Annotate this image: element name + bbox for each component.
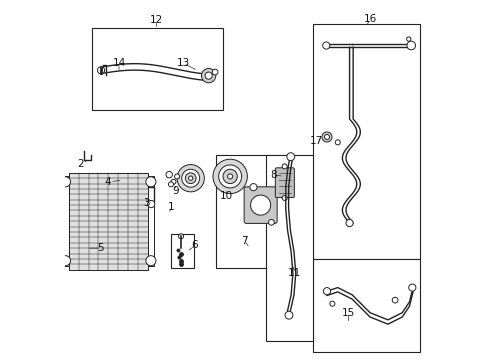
Text: 7: 7 <box>241 236 247 246</box>
Text: 15: 15 <box>341 308 354 318</box>
Bar <box>312 24 419 259</box>
Circle shape <box>322 42 329 49</box>
Text: 9: 9 <box>172 186 179 196</box>
Circle shape <box>346 220 352 226</box>
Text: 8: 8 <box>269 170 276 180</box>
Text: 12: 12 <box>150 15 163 26</box>
Circle shape <box>188 176 192 180</box>
Circle shape <box>321 132 331 142</box>
Circle shape <box>204 72 212 79</box>
Circle shape <box>406 41 415 50</box>
Circle shape <box>165 171 172 178</box>
Circle shape <box>324 134 329 139</box>
Circle shape <box>185 173 196 184</box>
FancyBboxPatch shape <box>275 168 294 198</box>
Text: 3: 3 <box>143 198 150 208</box>
Circle shape <box>218 165 241 188</box>
Bar <box>92 28 223 110</box>
Text: 10: 10 <box>220 191 233 201</box>
Circle shape <box>223 169 237 184</box>
Bar <box>265 155 312 341</box>
Text: 13: 13 <box>177 58 190 68</box>
Circle shape <box>61 177 70 187</box>
Text: 2: 2 <box>77 159 84 169</box>
Text: 5: 5 <box>97 243 103 253</box>
Bar <box>312 259 419 352</box>
Circle shape <box>171 179 176 184</box>
Bar <box>171 234 194 268</box>
Circle shape <box>391 297 397 303</box>
Circle shape <box>212 69 218 75</box>
Circle shape <box>177 165 204 192</box>
Text: 17: 17 <box>309 136 322 145</box>
Bar <box>215 155 287 268</box>
Circle shape <box>285 311 292 319</box>
Bar <box>147 176 154 266</box>
Circle shape <box>335 140 340 145</box>
Text: 11: 11 <box>287 268 301 278</box>
Circle shape <box>147 201 155 208</box>
Circle shape <box>97 67 104 74</box>
Circle shape <box>408 284 415 291</box>
Text: 1: 1 <box>167 202 174 212</box>
Circle shape <box>286 153 294 161</box>
Circle shape <box>145 177 156 187</box>
Text: 4: 4 <box>104 177 111 187</box>
Bar <box>62 176 69 266</box>
Circle shape <box>323 288 330 295</box>
Text: 16: 16 <box>363 14 376 24</box>
Circle shape <box>168 182 173 187</box>
Circle shape <box>227 174 232 179</box>
Circle shape <box>250 195 270 215</box>
Circle shape <box>282 195 286 201</box>
Circle shape <box>329 301 334 306</box>
Circle shape <box>174 174 179 179</box>
FancyBboxPatch shape <box>244 187 277 224</box>
Circle shape <box>268 220 274 225</box>
Circle shape <box>201 68 215 83</box>
Circle shape <box>182 169 199 187</box>
Circle shape <box>249 184 257 191</box>
Text: 14: 14 <box>112 58 125 68</box>
Bar <box>69 173 147 270</box>
Circle shape <box>61 256 70 266</box>
Circle shape <box>406 37 410 41</box>
Text: 6: 6 <box>191 239 197 249</box>
Circle shape <box>212 159 247 194</box>
Circle shape <box>282 164 286 169</box>
Circle shape <box>178 234 183 239</box>
Circle shape <box>145 256 156 266</box>
